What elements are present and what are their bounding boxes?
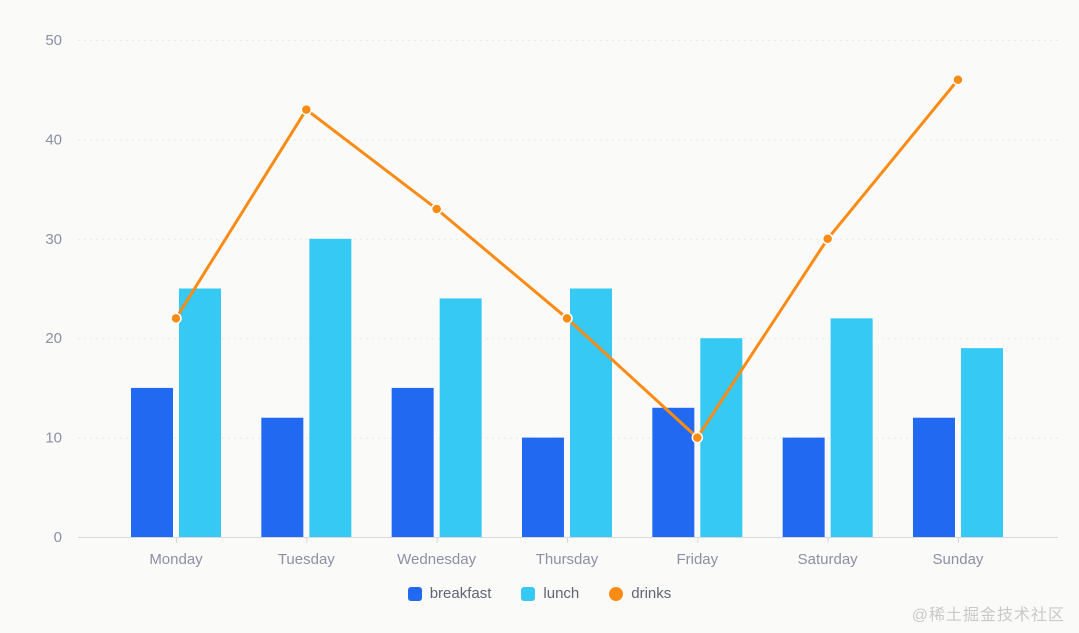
x-axis-label-tuesday: Tuesday bbox=[278, 551, 335, 568]
bar-breakfast-tuesday[interactable] bbox=[261, 417, 304, 537]
point-drinks-sunday[interactable] bbox=[952, 74, 964, 86]
bar-lunch-sunday[interactable] bbox=[960, 348, 1003, 537]
bar-breakfast-monday[interactable] bbox=[131, 387, 173, 537]
point-drinks-monday[interactable] bbox=[170, 312, 182, 325]
y-axis-tick-label-0: 0 bbox=[54, 529, 62, 546]
legend-label-breakfast: breakfast bbox=[429, 585, 492, 602]
y-axis-tick-label-40: 40 bbox=[45, 131, 62, 148]
x-axis-label-saturday: Saturday bbox=[798, 551, 859, 568]
bar-breakfast-wednesday[interactable] bbox=[391, 387, 434, 537]
legend-swatch-breakfast-square-icon bbox=[407, 586, 422, 601]
watermark: @稀土掘金技术社区 bbox=[911, 607, 1065, 624]
x-axis-label-sunday: Sunday bbox=[933, 551, 984, 568]
y-axis-tick-label-10: 10 bbox=[45, 430, 62, 447]
point-drinks-wednesday[interactable] bbox=[430, 203, 443, 215]
bar-breakfast-thursday[interactable] bbox=[521, 437, 564, 537]
x-axis-label-thursday: Thursday bbox=[536, 551, 599, 568]
bar-lunch-thursday[interactable] bbox=[569, 288, 612, 538]
chart-legend: breakfast lunch drinks bbox=[0, 586, 1079, 601]
bar-lunch-monday[interactable] bbox=[179, 288, 221, 538]
y-axis-tick-label-50: 50 bbox=[45, 32, 62, 49]
bar-lunch-tuesday[interactable] bbox=[309, 238, 352, 538]
point-drinks-tuesday[interactable] bbox=[300, 103, 313, 116]
bar-lunch-wednesday[interactable] bbox=[439, 298, 482, 537]
y-axis-tick-label-20: 20 bbox=[45, 330, 62, 347]
legend-label-drinks: drinks bbox=[631, 585, 672, 602]
legend-swatch-lunch-square-icon bbox=[521, 586, 536, 601]
legend-swatch-drinks-circle-icon bbox=[609, 586, 624, 601]
bar-lunch-saturday[interactable] bbox=[830, 318, 873, 537]
bar-breakfast-sunday[interactable] bbox=[912, 417, 955, 537]
x-axis-label-friday: Friday bbox=[676, 551, 718, 568]
legend-item-drinks[interactable]: drinks bbox=[609, 586, 671, 601]
legend-label-lunch: lunch bbox=[543, 585, 580, 602]
y-axis-tick-label-30: 30 bbox=[45, 231, 62, 248]
bar-lunch-friday[interactable] bbox=[700, 338, 743, 537]
point-drinks-saturday[interactable] bbox=[821, 233, 834, 245]
legend-item-breakfast[interactable]: breakfast bbox=[407, 585, 492, 602]
x-axis-label-wednesday: Wednesday bbox=[397, 551, 476, 568]
point-drinks-friday[interactable] bbox=[691, 431, 704, 444]
point-drinks-thursday[interactable] bbox=[561, 312, 573, 325]
legend-item-lunch[interactable]: lunch bbox=[521, 586, 579, 601]
combo-chart: 0 10 20 30 40 50 Monday Tuesday Wednesday Thursda… bbox=[45, 32, 1058, 568]
bar-breakfast-saturday[interactable] bbox=[782, 437, 825, 537]
x-axis-label-monday: Monday bbox=[149, 551, 203, 568]
